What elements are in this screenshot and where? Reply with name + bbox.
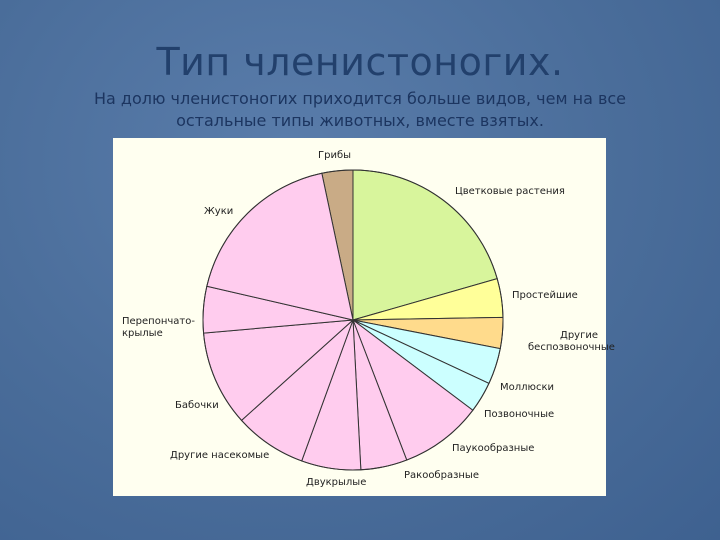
- slice-label: Простейшие: [512, 290, 578, 301]
- slice-label: Паукообразные: [452, 443, 535, 454]
- pie-outline: [202, 169, 504, 471]
- slice-label: Ракообразные: [404, 470, 479, 481]
- slice-label: Бабочки: [175, 400, 219, 411]
- slice-label: Перепончато-крылые: [122, 316, 195, 339]
- slice-label: Позвоночные: [484, 409, 555, 420]
- slice-label: Двукрылые: [306, 477, 367, 488]
- slice-label: Моллюски: [500, 382, 554, 393]
- slice-label: Другие беспозвоночные: [528, 330, 615, 353]
- slice-label: Цветковые растения: [455, 186, 565, 197]
- slice-label: Жуки: [204, 206, 234, 217]
- slice-label: Грибы: [318, 150, 352, 161]
- slide-subtitle: На долю членистоногих приходится больше …: [93, 89, 627, 130]
- slice-label: Другие насекомые: [170, 450, 270, 461]
- slide-title: Тип членистоногих.: [156, 40, 564, 84]
